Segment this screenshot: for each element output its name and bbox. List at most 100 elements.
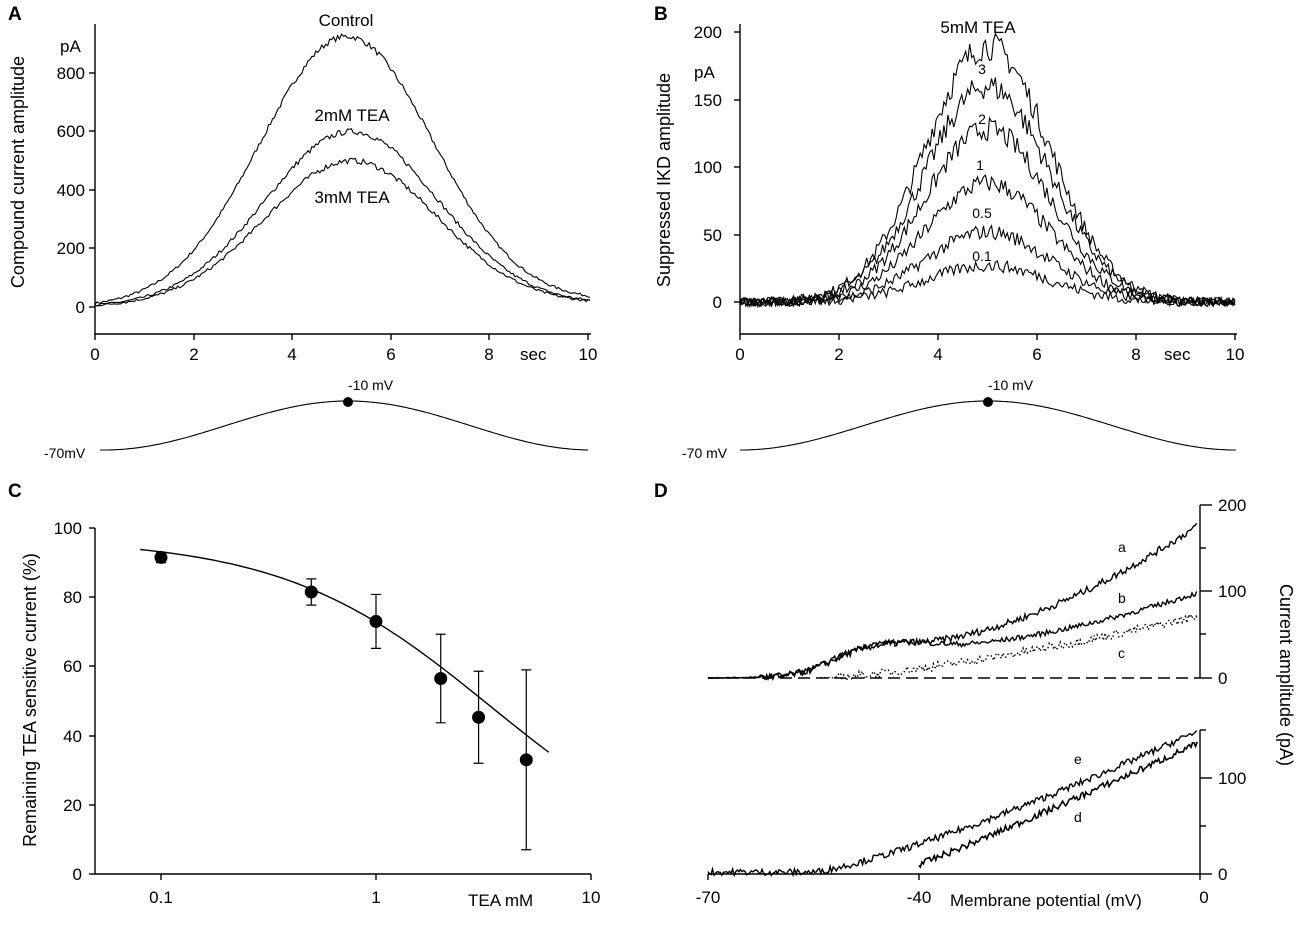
panel-b-xtick-label: 10 [1226, 345, 1245, 364]
panel-b-label-3: 3 [978, 61, 986, 77]
panel-c-data-point [369, 614, 383, 628]
panel-d-xlabel: Membrane potential (mV) [950, 891, 1142, 910]
panel-c-fit-curve [140, 548, 550, 753]
panel-d-xticks: -70 -40 0 [696, 874, 1209, 907]
panel-a-xticks: 0 2 4 6 8 10 [90, 334, 597, 364]
panel-c: C Remaining TEA sensitive current (%) TE… [8, 481, 600, 910]
panel-b: B Suppressed IKD amplitude pA sec 0 50 1… [654, 4, 1244, 461]
panel-b-xtick-label: 0 [735, 345, 744, 364]
panel-b-xunit: sec [1164, 345, 1191, 364]
panel-a-protocol-marker [343, 397, 353, 407]
panel-d-trace-d [918, 741, 1198, 869]
panel-d-ytick-label: 0 [1218, 669, 1227, 688]
panel-c-data-point [434, 672, 448, 686]
panel-a-ytick-label: 600 [57, 122, 85, 141]
panel-b-axes [739, 24, 1237, 335]
panel-b-yticks: 0 50 100 150 200 [694, 23, 740, 312]
panel-b-voltage-protocol [740, 400, 1236, 451]
panel-a-ylabel: Compound current amplitude [8, 56, 28, 288]
panel-d-trace-c [820, 612, 1199, 683]
panel-d-ytick-label: 100 [1218, 582, 1246, 601]
panel-d-label-a: a [1118, 539, 1126, 555]
panel-d-trace-b [707, 591, 1198, 682]
panel-a-label-2mm: 2mM TEA [314, 106, 390, 125]
panel-b-label-0-1: 0.1 [972, 248, 992, 264]
panel-b-xticks: 0 2 4 6 8 10 [735, 334, 1244, 364]
panel-c-ytick-label: 100 [54, 519, 82, 538]
panel-a-trace-control [94, 33, 591, 305]
panel-c-xtick-label: 0.1 [149, 888, 173, 907]
panel-c-xtick-label: 1 [371, 888, 380, 907]
panel-b-protocol-marker [983, 397, 993, 407]
panel-c-xlabel: TEA mM [468, 891, 533, 910]
panel-b-trace-1 [739, 173, 1236, 309]
panel-b-xtick-label: 4 [933, 345, 942, 364]
panel-c-data-point [154, 550, 168, 564]
panel-d: D Current amplitude (pA) Membrane potent… [654, 481, 1296, 910]
panel-b-protocol-start: -70 mV [682, 445, 728, 461]
panel-b-label-0-5: 0.5 [972, 205, 992, 221]
panel-b-label-1: 1 [976, 157, 984, 173]
panel-b-ylabel: Suppressed IKD amplitude [654, 73, 674, 287]
panel-b-ytick-label: 50 [703, 226, 722, 245]
panel-b-trace-0-1 [739, 260, 1236, 308]
panel-a-xtick-label: 8 [484, 345, 493, 364]
panel-b-ytick-label: 0 [713, 293, 722, 312]
panel-b-ytick-label: 150 [694, 91, 722, 110]
panel-c-ytick-label: 20 [63, 796, 82, 815]
panel-b-yunit: pA [694, 63, 715, 82]
panel-d-label-b: b [1118, 590, 1126, 606]
panel-a-protocol-start: -70mV [44, 445, 86, 461]
panel-a-xunit: sec [520, 345, 547, 364]
panel-c-points [154, 550, 533, 851]
panel-a-xtick-label: 2 [189, 345, 198, 364]
panel-b-label-5mm: 5mM TEA [940, 18, 1016, 37]
panel-d-ytick-label: 200 [1218, 496, 1246, 515]
panel-a-ytick-label: 200 [57, 239, 85, 258]
panel-b-xtick-label: 8 [1131, 345, 1140, 364]
panel-d-label-e: e [1074, 751, 1082, 767]
panel-c-xticks: 0.1 1 10 [149, 874, 600, 907]
panel-a-yticks: 0 200 400 600 800 [57, 64, 95, 317]
panel-b-xtick-label: 2 [834, 345, 843, 364]
panel-d-xtick-label: 0 [1199, 888, 1208, 907]
panel-c-data-point [519, 753, 533, 767]
panel-d-trace-e [707, 730, 1198, 878]
panel-b-xtick-label: 6 [1032, 345, 1041, 364]
panel-a-trace-3mm [94, 157, 591, 307]
panel-d-top-yticks: 0 100 200 [1200, 496, 1246, 688]
panel-d-label-c: c [1118, 645, 1125, 661]
panel-a-protocol-peak: -10 mV [348, 377, 394, 393]
panel-c-axes [94, 528, 591, 875]
panel-a-xtick-label: 10 [579, 345, 598, 364]
panel-a-ytick-label: 400 [57, 181, 85, 200]
panel-d-label: D [654, 481, 668, 502]
panel-c-label: C [8, 481, 22, 502]
panel-b-ytick-label: 200 [694, 23, 722, 42]
panel-c-data-point [472, 710, 486, 724]
panel-d-bottom-yticks: 0 100 [1200, 729, 1246, 884]
panel-c-ytick-label: 60 [63, 657, 82, 676]
panel-c-yticks: 0 20 40 60 80 100 [54, 519, 95, 884]
panel-c-ylabel: Remaining TEA sensitive current (%) [20, 553, 40, 847]
panel-b-trace-0-5 [739, 224, 1236, 308]
panel-d-xtick-label: -40 [907, 888, 932, 907]
panel-b-protocol-peak: -10 mV [988, 377, 1034, 393]
panel-c-ytick-label: 40 [63, 727, 82, 746]
panel-c-ytick-label: 80 [63, 588, 82, 607]
panel-b-label-2: 2 [978, 111, 986, 127]
panel-b-ytick-label: 100 [694, 158, 722, 177]
panel-b-label: B [654, 4, 668, 25]
panel-c-data-point [304, 585, 318, 599]
panel-a-label: A [8, 4, 22, 25]
panel-a-xtick-label: 4 [287, 345, 296, 364]
panel-a-label-3mm: 3mM TEA [314, 188, 390, 207]
panel-a-voltage-protocol [100, 400, 589, 451]
panel-a-label-control: Control [319, 11, 374, 30]
panel-d-xtick-label: -70 [696, 888, 721, 907]
panel-d-label-d: d [1074, 809, 1082, 825]
panel-c-ytick-label: 0 [73, 865, 82, 884]
panel-a: A Compound current amplitude pA sec 0 20… [8, 4, 597, 461]
panel-b-trace-3 [739, 77, 1236, 309]
